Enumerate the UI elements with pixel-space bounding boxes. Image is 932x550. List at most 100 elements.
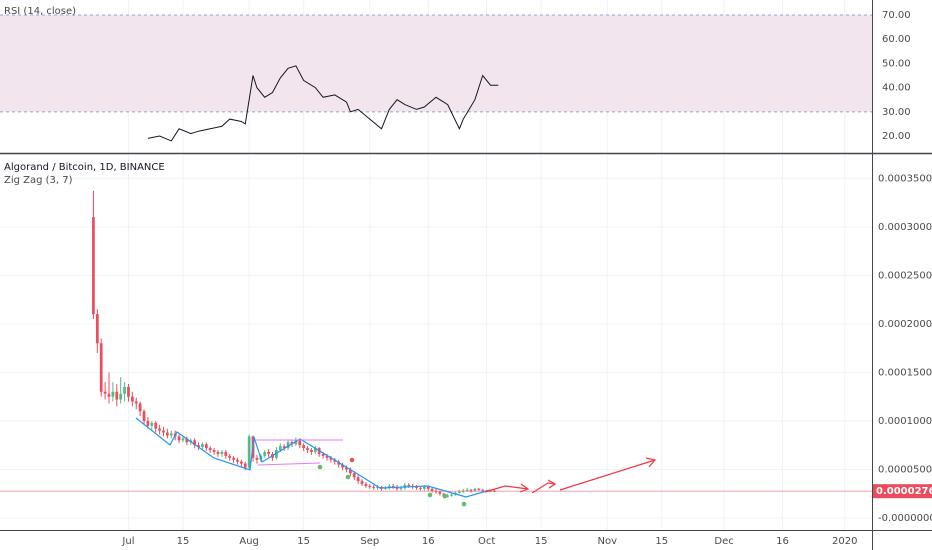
candle-body: [446, 495, 450, 497]
candle-body: [197, 445, 200, 448]
candle-body: [146, 420, 150, 426]
x-tick-label: 2020: [832, 536, 857, 547]
candle-body: [306, 448, 309, 451]
y-tick-label: 40.00: [882, 83, 911, 94]
last-price-tag: [872, 484, 932, 499]
candle-body: [232, 457, 235, 460]
dot: [427, 492, 433, 498]
x-tick-label: 16: [776, 536, 789, 547]
candle-body: [119, 393, 123, 400]
candle-body: [313, 448, 317, 452]
candle-body: [372, 486, 376, 488]
candle-body: [142, 411, 146, 421]
x-tick-label: Aug: [239, 536, 259, 547]
arrow: [559, 459, 656, 491]
candle-body: [220, 451, 224, 454]
zigzag-line: [135, 417, 491, 498]
symbol-title: Algorand / Bitcoin, 1D, BINANCE: [4, 162, 165, 173]
arrow-head: [645, 457, 657, 468]
candle-body: [201, 444, 204, 448]
candle-body: [348, 469, 352, 474]
channel-bottom: [257, 462, 321, 466]
y-tick-label: 70.00: [882, 10, 911, 21]
arrow: [531, 482, 556, 494]
rsi-title: RSI (14, close): [4, 6, 76, 17]
candle-body: [415, 486, 418, 488]
candle-body: [345, 467, 348, 470]
candle-body: [360, 481, 364, 484]
candle-body: [450, 494, 453, 496]
candle-body: [267, 451, 270, 454]
candle-body: [236, 459, 239, 462]
y-tick-label: -0.00000000: [878, 513, 932, 524]
candle-body: [138, 403, 142, 412]
x-tick-label: Sep: [360, 536, 379, 547]
y-tick-label: 60.00: [882, 34, 911, 45]
x-tick-label: 16: [422, 536, 435, 547]
candle-body: [473, 488, 477, 491]
candle-body: [130, 396, 134, 402]
candle-body: [169, 433, 173, 436]
candle-body: [341, 464, 344, 468]
candle-body: [438, 491, 442, 494]
candle-body: [208, 448, 212, 451]
candle-body: [282, 446, 286, 449]
candle-body: [426, 486, 430, 489]
candle-body: [181, 438, 185, 441]
y-tick-label: 0.00035000: [878, 173, 932, 184]
candle-body: [127, 386, 130, 397]
dot: [317, 464, 323, 470]
candle-body: [115, 391, 119, 400]
x-tick-label: Dec: [714, 536, 733, 547]
candle-body: [224, 451, 228, 456]
candle-body: [477, 488, 481, 490]
candle-body: [465, 489, 469, 491]
candle-body: [368, 485, 372, 487]
candle-body: [419, 487, 422, 489]
candle-body: [481, 489, 485, 491]
candle-body: [294, 440, 298, 445]
x-tick-label: Oct: [478, 536, 495, 547]
candle-body: [356, 477, 360, 482]
candle-body: [321, 453, 325, 456]
candle-body: [204, 444, 208, 449]
candle-body: [457, 491, 461, 493]
candle-body: [430, 488, 434, 491]
candle-body: [158, 428, 161, 431]
candle-body: [228, 455, 232, 458]
dot: [461, 501, 467, 507]
rsi-pane: 20.00 30.00 40.00 50.00 60.00 70.00: [0, 10, 911, 142]
arrow-head: [547, 479, 557, 489]
signal-dots: [317, 457, 467, 507]
dot: [345, 474, 351, 480]
x-tick-label: Nov: [598, 536, 618, 547]
candle-body: [123, 386, 126, 394]
rsi-band: [0, 15, 872, 112]
arrow: [484, 485, 529, 493]
rsi-line: [147, 65, 499, 142]
candle-body: [193, 440, 197, 446]
candle-body: [325, 455, 329, 458]
candle-body: [103, 391, 107, 394]
candle-body: [185, 438, 189, 443]
candle-body: [310, 450, 313, 452]
y-tick-label: 30.00: [882, 107, 911, 118]
candle-body: [247, 436, 251, 468]
y-tick-label: 50.00: [882, 58, 911, 69]
candle-body: [212, 450, 216, 452]
candle-body: [162, 430, 165, 433]
x-tick-label: Jul: [121, 536, 134, 547]
y-tick-label: 20.00: [882, 131, 911, 142]
channel: [255, 439, 343, 466]
indicator-title: Zig Zag (3, 7): [4, 175, 73, 186]
candle-body: [92, 217, 95, 315]
dot: [442, 493, 448, 499]
candle-body: [99, 343, 103, 392]
